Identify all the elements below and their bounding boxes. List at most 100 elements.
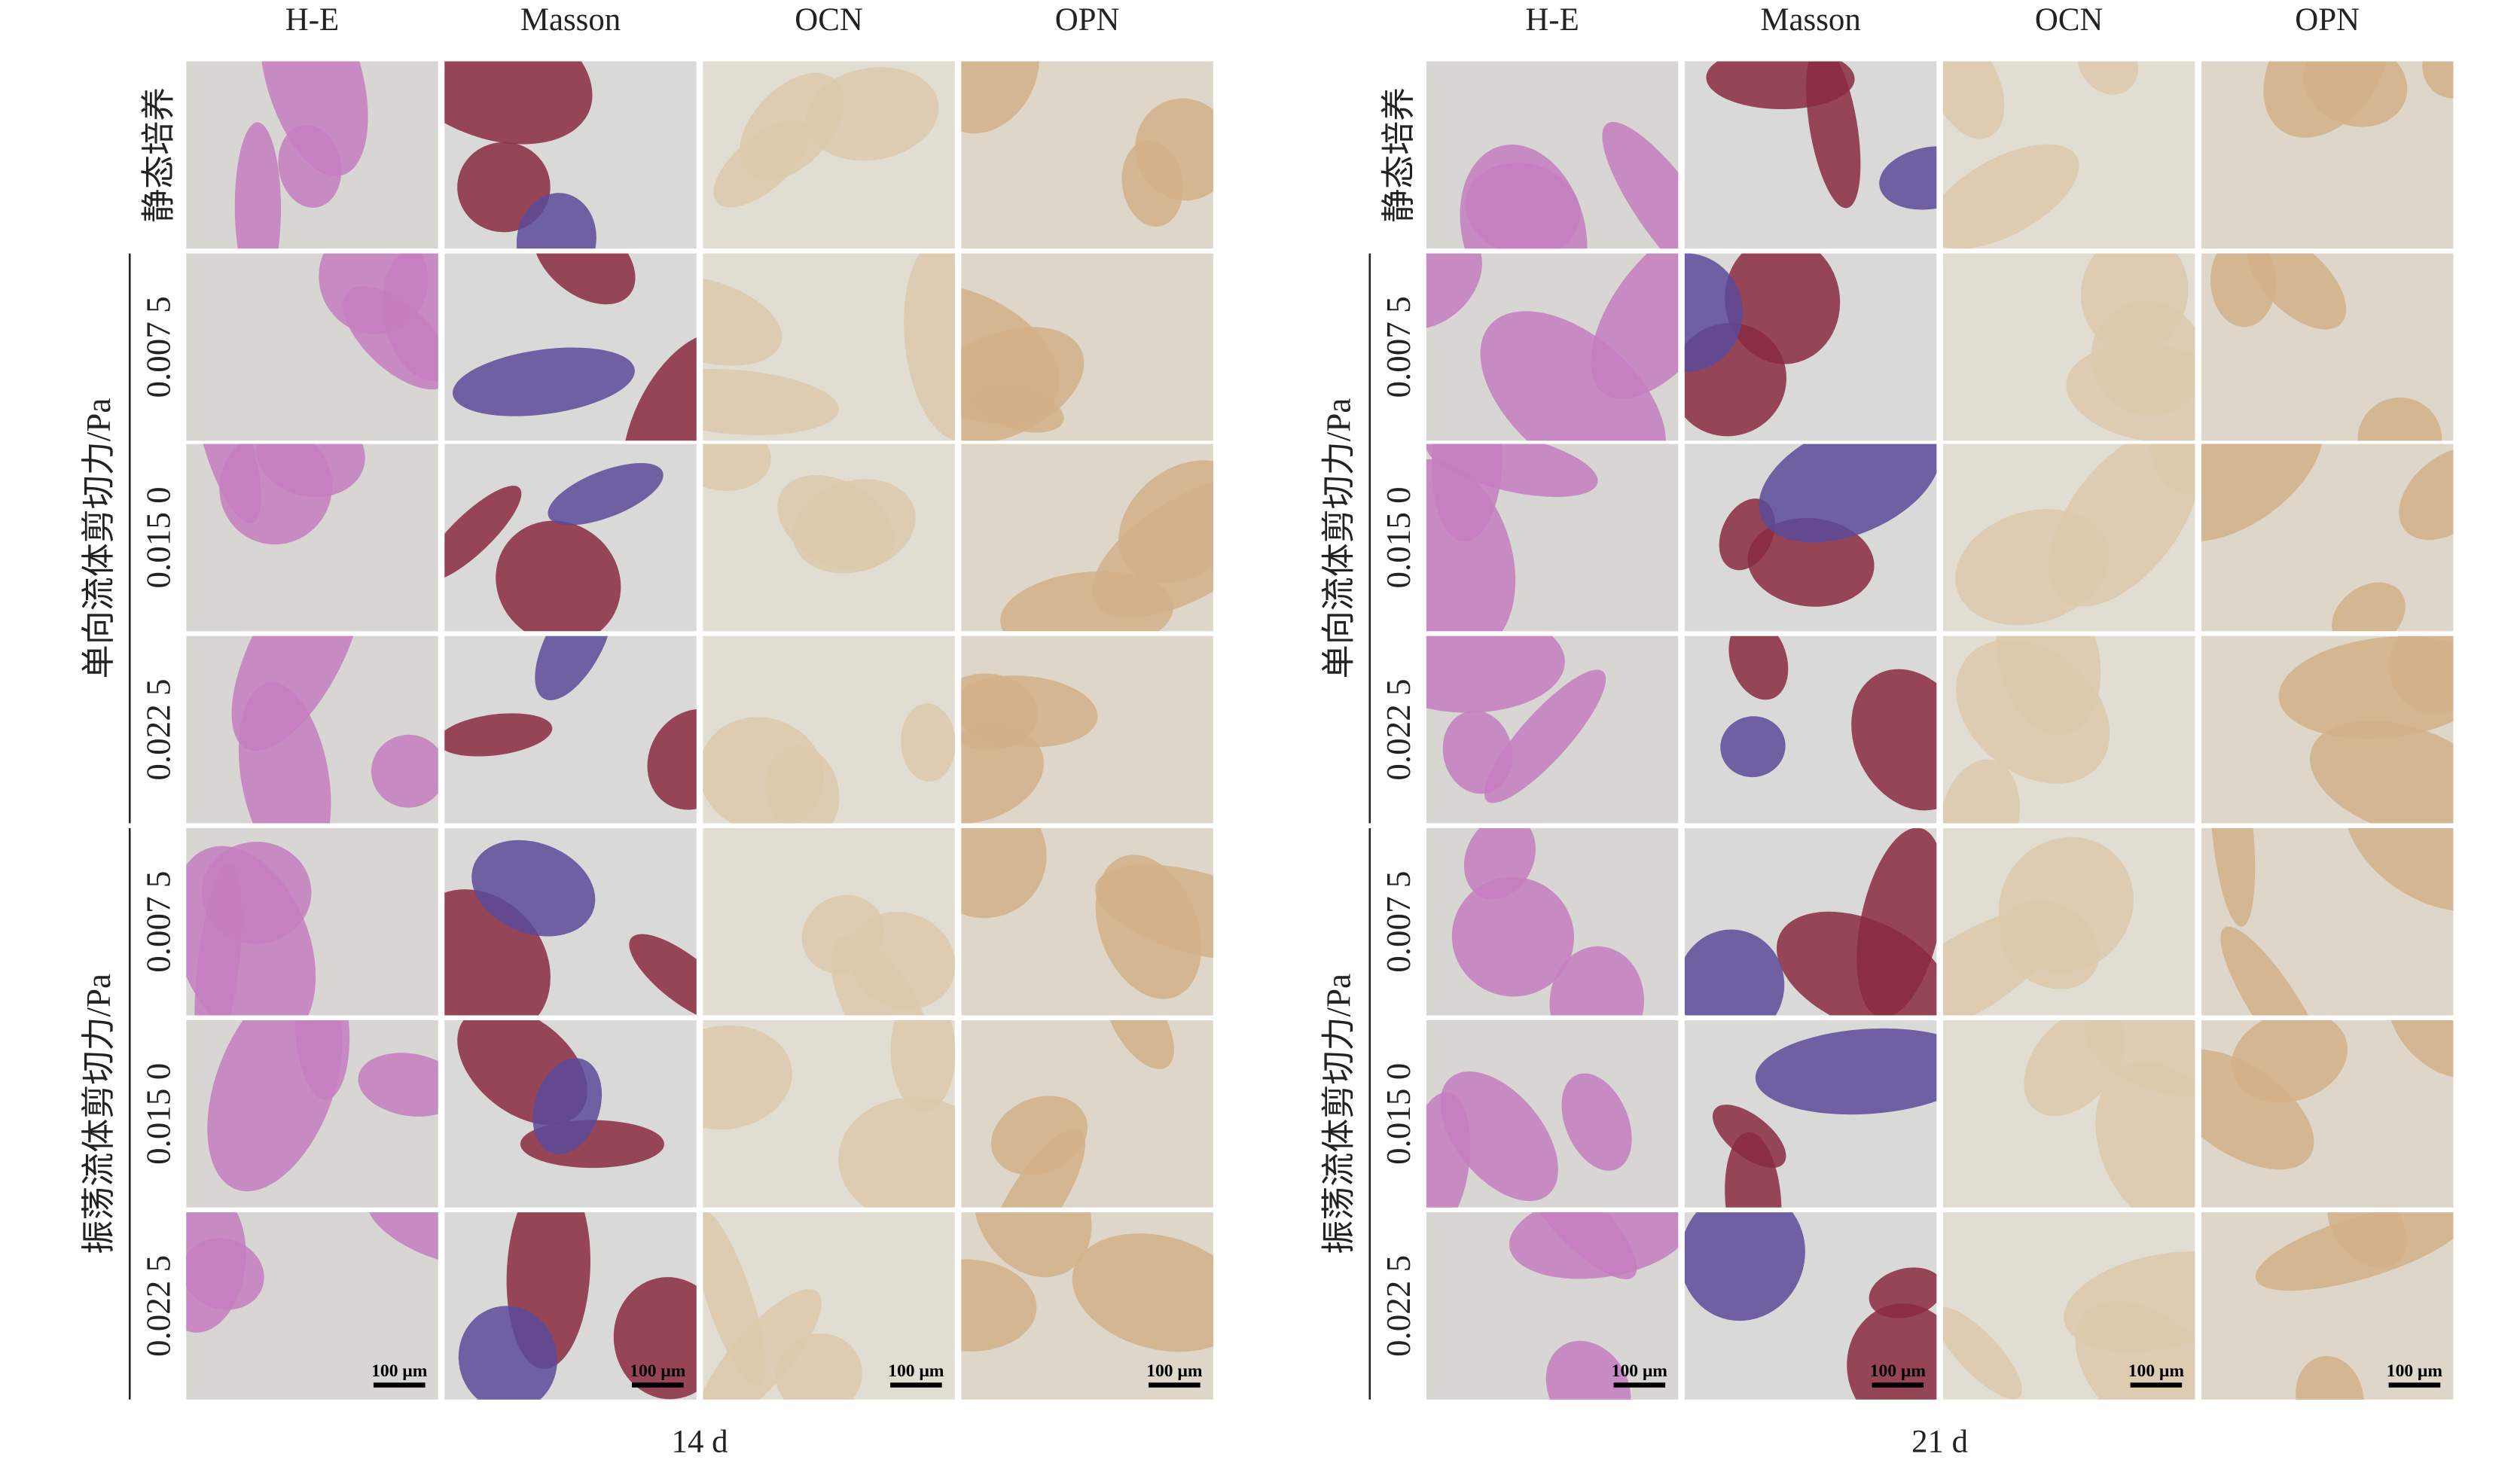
- tissue: [1684, 253, 1841, 437]
- tissue-blob: [2263, 61, 2389, 138]
- tissue: [2201, 443, 2454, 632]
- tissue: [1451, 827, 1644, 1016]
- tissue: [234, 61, 368, 249]
- micrograph: [186, 443, 438, 632]
- group-label: 单向流体剪切力/Pa: [80, 398, 117, 679]
- tissue-blob: [739, 72, 844, 181]
- micrograph: [1684, 1212, 1937, 1400]
- row-label: 0.015 0: [1380, 1063, 1417, 1165]
- tissue: [2201, 1019, 2454, 1170]
- micrograph: [1942, 1212, 2195, 1400]
- tissue-blob: [703, 1212, 766, 1386]
- tissue-blob: [1942, 1306, 2023, 1400]
- tissue: [444, 840, 697, 1016]
- row-label: 0.007 5: [139, 296, 177, 398]
- tissue-blob: [186, 846, 316, 1016]
- tissue: [1720, 635, 1937, 811]
- tissue: [703, 703, 955, 824]
- micrograph: [1684, 61, 1937, 249]
- micrograph: [2201, 1212, 2454, 1400]
- micrograph: [186, 1212, 438, 1400]
- panel-caption: 14 d: [672, 1425, 728, 1460]
- tissue: [2024, 1019, 2195, 1208]
- tissue-blob: [831, 935, 932, 1016]
- micrograph: [1684, 635, 1937, 824]
- micrograph: [1426, 61, 1679, 249]
- tissue-blob: [647, 709, 697, 810]
- tissue: [1712, 1028, 1937, 1208]
- tissue-blob: [801, 895, 885, 974]
- tissue-blob: [2201, 443, 2324, 542]
- tissue-blob: [234, 122, 282, 249]
- column-header: OPN: [1055, 2, 1120, 38]
- scale-bar-label: 100 μm: [2128, 1361, 2185, 1381]
- tissue-blob: [1426, 1092, 1471, 1208]
- micrograph: [2201, 635, 2454, 824]
- tissue-blob: [703, 1025, 792, 1130]
- tissue-blob: [368, 1212, 438, 1263]
- tissue-blob: [1869, 1267, 1937, 1318]
- tissue-blob: [194, 443, 261, 523]
- row-label: 0.015 0: [139, 1063, 177, 1165]
- tissue-blob: [901, 703, 955, 782]
- tissue-blob: [444, 713, 553, 757]
- tissue-blob: [703, 368, 839, 435]
- tissue-blob: [1426, 459, 1516, 632]
- micrograph: [961, 827, 1213, 1016]
- micrograph: [703, 253, 955, 441]
- row-label: 0.007 5: [1380, 296, 1417, 398]
- tissue: [231, 635, 438, 824]
- tissue-blob: [1759, 443, 1937, 543]
- row-label: 静态培养: [139, 87, 177, 223]
- tissue-blob: [1942, 61, 2005, 139]
- tissue: [2210, 827, 2454, 1016]
- tissue-blob: [961, 673, 1039, 751]
- micrograph: [2201, 253, 2454, 441]
- micrograph: [961, 1212, 1213, 1400]
- tissue: [186, 841, 316, 1016]
- tissue: [961, 61, 1213, 227]
- tissue: [444, 635, 697, 810]
- scale-bar-label: 100 μm: [1146, 1361, 1203, 1381]
- tissue: [1955, 443, 2195, 626]
- tissue-blob: [471, 840, 596, 937]
- micrograph: [444, 1019, 697, 1208]
- tissue: [1426, 443, 1598, 632]
- tissue-blob: [2310, 721, 2454, 824]
- tissue-blob: [961, 61, 1039, 134]
- tissue: [703, 253, 955, 441]
- tissue-blob: [2077, 61, 2139, 95]
- tissue-blob: [961, 726, 1044, 824]
- micrograph: [1684, 827, 1937, 1016]
- micrograph: [1942, 443, 2195, 632]
- row-label: 0.007 5: [139, 871, 177, 973]
- micrograph: [703, 635, 955, 824]
- tissue-blob: [1121, 140, 1183, 227]
- tissue-blob: [1856, 827, 1937, 1016]
- tissue-blob: [1072, 1233, 1213, 1352]
- tissue-blob: [1684, 929, 1785, 1016]
- scale-bar-label: 100 μm: [888, 1361, 944, 1381]
- micrograph: [444, 253, 697, 441]
- tissue-blob: [961, 284, 1060, 424]
- column-header: OCN: [795, 2, 863, 38]
- micrograph: [1426, 635, 1679, 824]
- micrograph: [1942, 61, 2195, 249]
- tissue: [1460, 121, 1679, 249]
- tissue: [1942, 1251, 2195, 1400]
- micrograph: [1426, 1019, 1679, 1208]
- tissue-blob: [1725, 1132, 1782, 1208]
- tissue-blob: [516, 193, 596, 249]
- micrograph: [444, 443, 697, 632]
- tissue: [2263, 61, 2454, 138]
- tissue: [1684, 827, 1937, 1016]
- tissue-blob: [838, 1097, 955, 1208]
- tissue: [2255, 1212, 2454, 1400]
- tissue-blob: [319, 253, 429, 334]
- micrograph: [1426, 443, 1679, 632]
- tissue: [2210, 253, 2442, 441]
- tissue-blob: [1728, 635, 1789, 700]
- tissue-blob: [1684, 253, 1744, 373]
- tissue-blob: [1545, 1340, 1631, 1400]
